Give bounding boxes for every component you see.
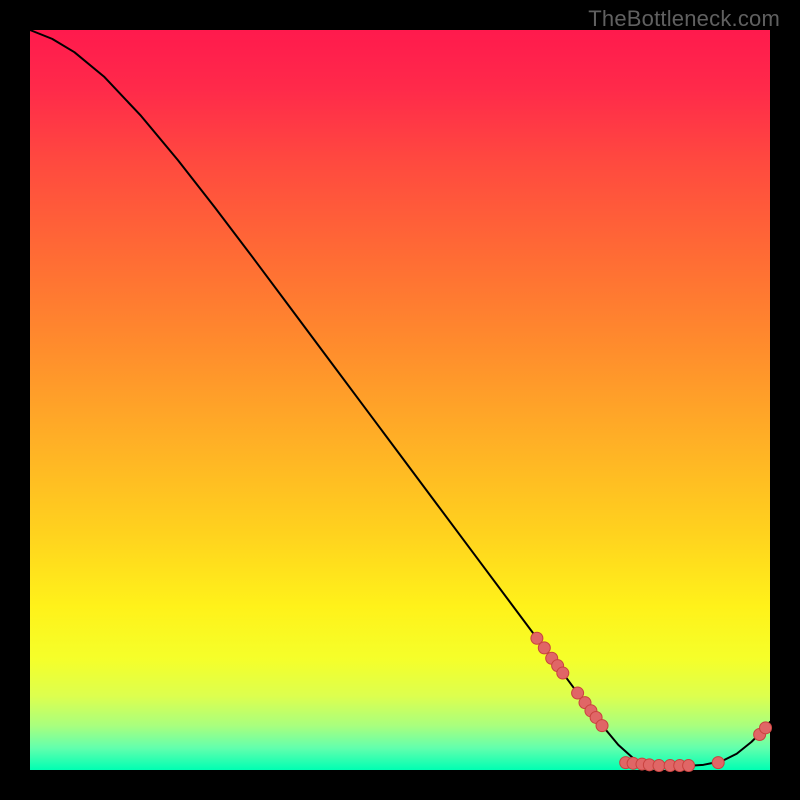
data-marker [760, 722, 772, 734]
data-marker [653, 760, 665, 772]
data-marker [683, 760, 695, 772]
bottleneck-chart [0, 0, 800, 800]
data-marker [557, 667, 569, 679]
data-marker [712, 757, 724, 769]
data-marker [596, 720, 608, 732]
plot-background [30, 30, 770, 770]
data-marker [538, 642, 550, 654]
